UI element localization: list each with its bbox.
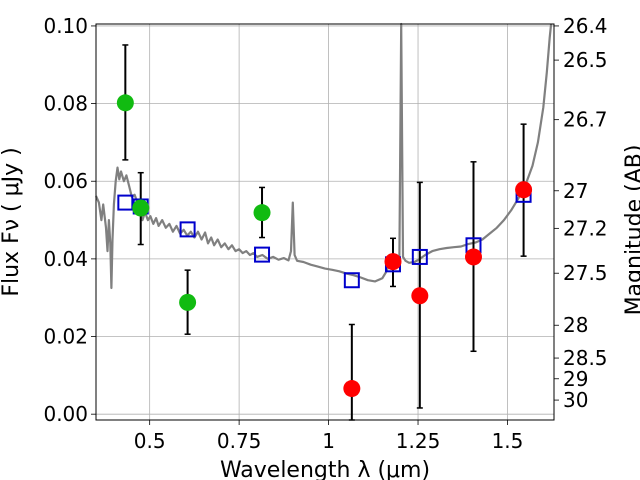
nir-photometry-point xyxy=(411,287,429,305)
nir-photometry-point xyxy=(515,181,533,199)
y-tick-label: 0.04 xyxy=(43,247,88,271)
y2-tick-label: 27.5 xyxy=(563,261,608,285)
y2-tick-label: 26.4 xyxy=(563,14,608,38)
grid xyxy=(96,24,554,420)
plot-frame xyxy=(95,23,555,421)
nir-photometry-point xyxy=(384,253,402,271)
x-axis-label: Wavelength λ (μm) xyxy=(220,458,430,480)
optical-photometry-point xyxy=(253,204,271,222)
y2-tick-label: 27.2 xyxy=(563,216,608,240)
y-tick-label: 0.10 xyxy=(43,14,88,38)
x-axis-ticks: 0.5 0.75 1 1.25 1.5 xyxy=(134,420,524,453)
nir-photometry-point xyxy=(464,248,482,266)
model-photometry-square xyxy=(179,221,196,238)
y-tick-label: 0.08 xyxy=(43,92,88,116)
y-tick-label: 0.02 xyxy=(43,325,88,349)
y-axis-ticks: 0.00 0.02 0.04 0.06 0.08 0.10 xyxy=(43,14,96,426)
y2-tick-label: 27 xyxy=(563,179,588,203)
model-photometry-square xyxy=(254,246,271,263)
y-tick-label: 0.06 xyxy=(43,169,88,193)
y2-tick-label: 29 xyxy=(563,367,588,391)
data-points xyxy=(116,94,533,398)
plot-area xyxy=(96,24,554,420)
y2-tick-label: 26.7 xyxy=(563,108,608,132)
x-tick-label: 1.5 xyxy=(492,429,524,453)
y-tick-label: 0.00 xyxy=(43,402,88,426)
y-axis-label: Flux Fν ( μJy ) xyxy=(0,147,24,296)
model-photometry-square xyxy=(411,248,428,265)
x-tick-label: 0.5 xyxy=(134,429,166,453)
optical-photometry-point xyxy=(179,293,197,311)
x-tick-label: 0.75 xyxy=(217,429,262,453)
y2-tick-label: 30 xyxy=(563,388,588,412)
optical-photometry-point xyxy=(116,94,134,112)
model-photometry-square xyxy=(117,194,134,211)
model-photometry-square xyxy=(343,272,360,289)
y2-tick-label: 28 xyxy=(563,313,588,337)
y2-tick-label: 26.5 xyxy=(563,48,608,72)
x-tick-label: 1.25 xyxy=(396,429,441,453)
x-tick-label: 1 xyxy=(322,429,335,453)
optical-photometry-point xyxy=(132,199,150,217)
nir-photometry-point xyxy=(343,380,361,398)
y2-axis-label: Magnitude (AB) xyxy=(622,145,640,316)
y2-tick-label: 28.5 xyxy=(563,346,608,370)
